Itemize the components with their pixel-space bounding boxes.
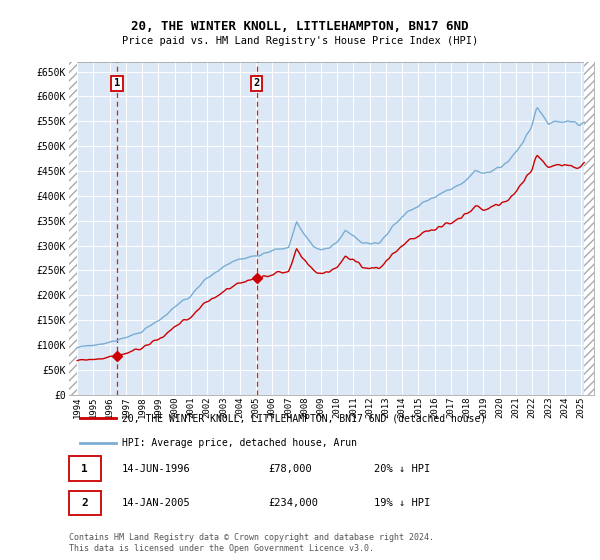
Text: HPI: Average price, detached house, Arun: HPI: Average price, detached house, Arun: [121, 438, 356, 449]
Bar: [584, 62, 594, 395]
Text: 20% ↓ HPI: 20% ↓ HPI: [373, 464, 430, 474]
Text: 20, THE WINTER KNOLL, LITTLEHAMPTON, BN17 6ND (detached house): 20, THE WINTER KNOLL, LITTLEHAMPTON, BN1…: [121, 413, 486, 423]
Text: 19% ↓ HPI: 19% ↓ HPI: [373, 498, 430, 508]
Text: Contains HM Land Registry data © Crown copyright and database right 2024.
This d: Contains HM Land Registry data © Crown c…: [69, 533, 434, 553]
Text: 2: 2: [82, 498, 88, 508]
Text: 20, THE WINTER KNOLL, LITTLEHAMPTON, BN17 6ND: 20, THE WINTER KNOLL, LITTLEHAMPTON, BN1…: [131, 20, 469, 32]
Text: £78,000: £78,000: [269, 464, 312, 474]
Text: 14-JAN-2005: 14-JAN-2005: [121, 498, 190, 508]
Text: £234,000: £234,000: [269, 498, 319, 508]
Text: 1: 1: [114, 78, 120, 88]
Text: 2: 2: [253, 78, 260, 88]
Text: Price paid vs. HM Land Registry's House Price Index (HPI): Price paid vs. HM Land Registry's House …: [122, 36, 478, 46]
Text: 14-JUN-1996: 14-JUN-1996: [121, 464, 190, 474]
Bar: [69, 62, 77, 395]
Text: 1: 1: [82, 464, 88, 474]
